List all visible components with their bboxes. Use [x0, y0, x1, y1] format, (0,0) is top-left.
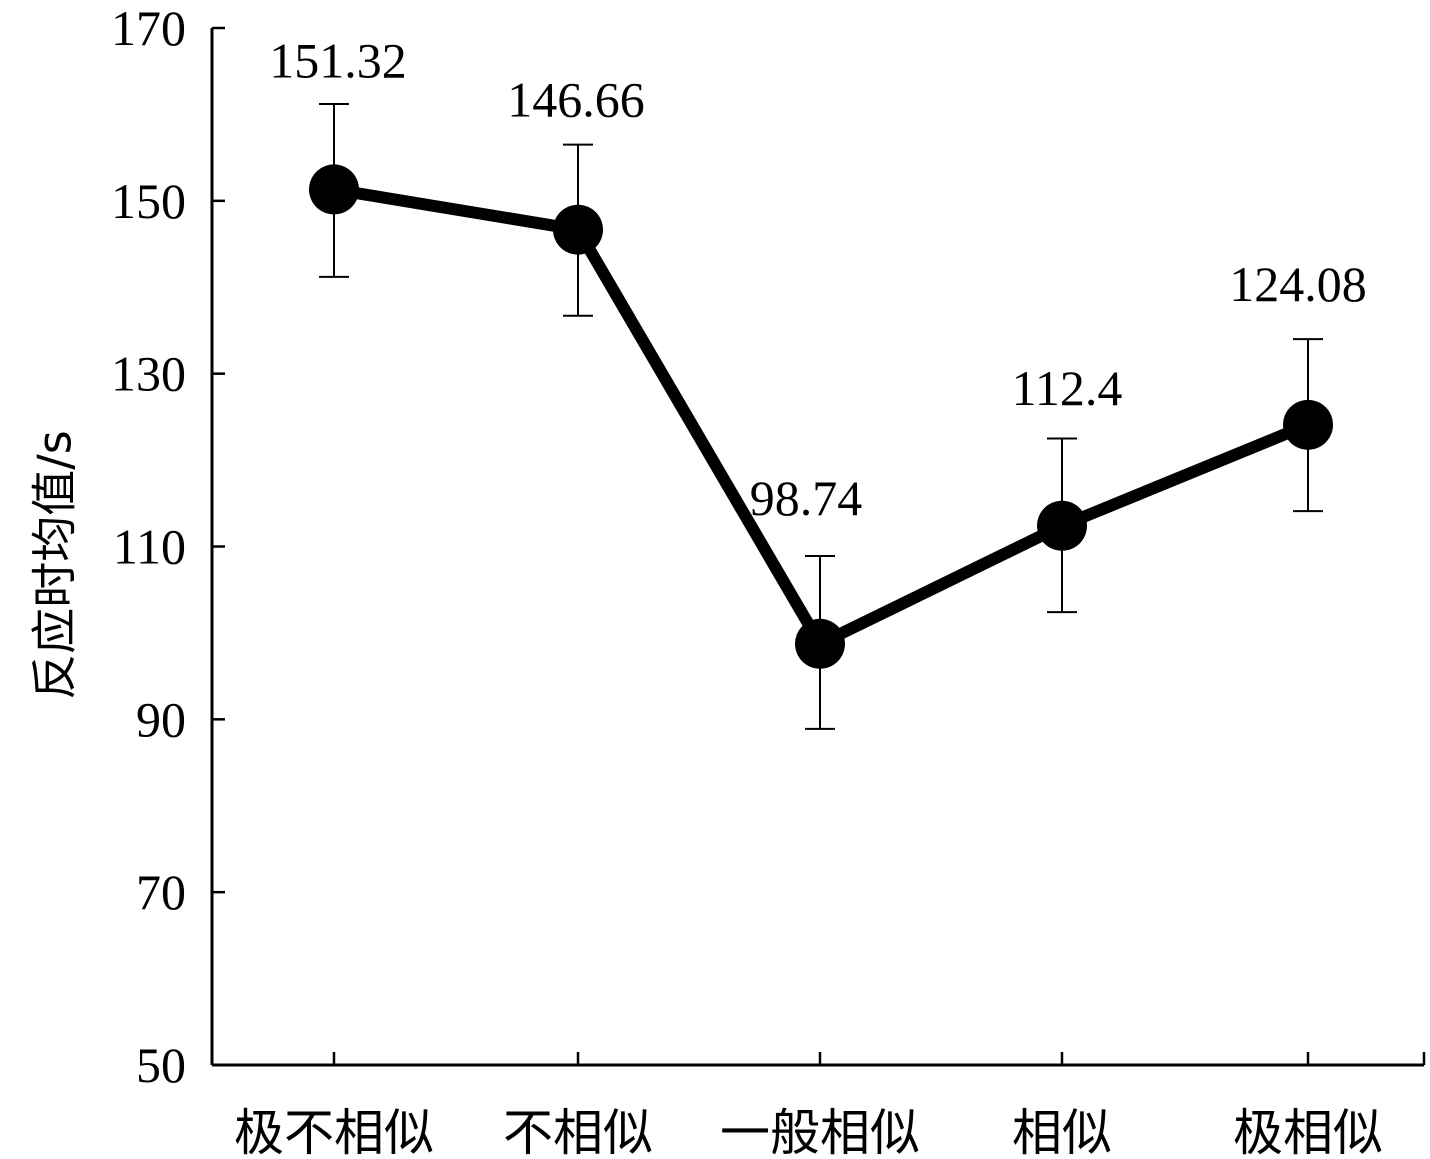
data-labels: 151.32 146.66 98.74 112.4 124.08	[269, 32, 1367, 525]
data-point	[553, 204, 603, 255]
x-tick-label: 极不相似	[234, 1104, 434, 1159]
data-point	[1283, 399, 1333, 450]
data-label: 151.32	[269, 32, 407, 88]
data-point	[309, 164, 359, 215]
y-tick-label: 130	[111, 346, 186, 402]
y-tick-label: 170	[111, 0, 186, 56]
x-tick-label: 一般相似	[720, 1104, 920, 1159]
data-label: 124.08	[1229, 256, 1367, 312]
data-point	[795, 618, 845, 669]
data-label: 112.4	[1012, 360, 1123, 416]
y-tick-label: 70	[136, 864, 186, 920]
y-axis-label: 反应时均值/s	[28, 430, 82, 699]
data-point	[1037, 500, 1087, 551]
y-axis-title: 反应时均值/s	[28, 430, 82, 699]
markers	[309, 164, 1333, 669]
y-tick-label: 50	[136, 1037, 186, 1093]
x-tick-label: 不相似	[503, 1104, 653, 1159]
y-tick-label: 150	[111, 173, 186, 229]
x-tick-label: 极相似	[1233, 1104, 1383, 1159]
y-tick-label: 90	[136, 691, 186, 747]
data-label: 146.66	[507, 72, 645, 128]
y-tick-label: 110	[113, 519, 186, 575]
data-label: 98.74	[750, 470, 863, 526]
x-tick-label: 相似	[1012, 1104, 1112, 1159]
axes: 50 70 90 110 130 150 170 极不相似 不相似 一般相似 相似 极相似	[111, 0, 1426, 1159]
